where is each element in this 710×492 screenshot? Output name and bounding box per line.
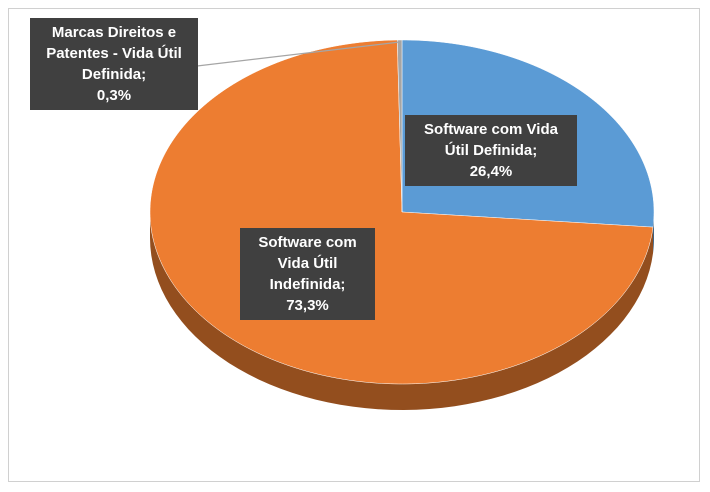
label-value: 26,4%	[469, 163, 513, 180]
label-separator: ;	[340, 276, 346, 293]
label-value: 0,3%	[96, 87, 132, 104]
label-value: 73,3%	[286, 297, 329, 314]
data-label: Software com Vida Útil Definida; 26,4%	[405, 115, 577, 186]
slice	[396, 39, 403, 213]
chart-frame	[8, 8, 700, 482]
data-label: Software com Vida Útil Indefinida; 73,3%	[240, 228, 375, 320]
label-separator: ;	[141, 66, 147, 83]
leader-line	[196, 41, 400, 67]
label-category: Marcas Direitos e Patentes - Vida Útil D…	[46, 24, 182, 83]
label-category: Software com Vida Útil Indefinida	[258, 234, 357, 293]
label-category: Software com Vida Útil Definida	[424, 121, 558, 159]
data-label: Marcas Direitos e Patentes - Vida Útil D…	[30, 18, 198, 110]
label-separator: ;	[532, 142, 538, 159]
